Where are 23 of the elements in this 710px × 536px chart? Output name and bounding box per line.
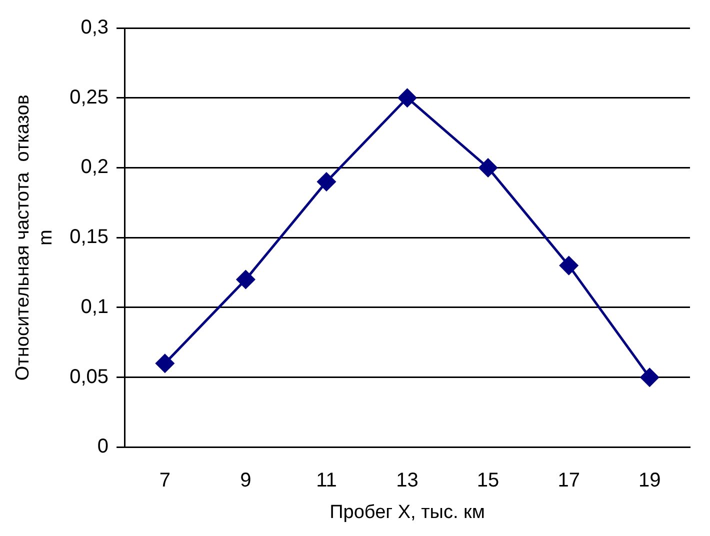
y-tick-label: 0,3 — [80, 16, 109, 39]
x-tick-label: 17 — [558, 470, 580, 492]
y-tick-label: 0,05 — [70, 366, 109, 388]
x-tick-label: 13 — [396, 470, 418, 492]
point — [236, 270, 255, 289]
point — [398, 88, 417, 108]
x-tick-label: 19 — [638, 470, 661, 492]
y-tick-label: 0,25 — [70, 86, 109, 108]
point — [560, 256, 578, 275]
x-tick-label: 15 — [476, 470, 500, 492]
x-axis-title: Пробег X, тыс. км — [330, 502, 485, 523]
x-tick-label: 11 — [316, 470, 337, 492]
y-axis-title: Относительная частота отказов m — [12, 94, 56, 381]
point — [478, 158, 498, 177]
y-tick-label: 0 — [97, 436, 109, 458]
y-tick-label: 0,15 — [70, 226, 109, 248]
x-tick-label: 9 — [240, 470, 252, 492]
y-tick-label: 0,2 — [80, 156, 109, 178]
x-tick-label: 7 — [159, 470, 170, 492]
point — [640, 368, 659, 387]
y-tick-label: 0,1 — [80, 296, 109, 318]
point — [156, 354, 174, 373]
point — [317, 172, 336, 191]
